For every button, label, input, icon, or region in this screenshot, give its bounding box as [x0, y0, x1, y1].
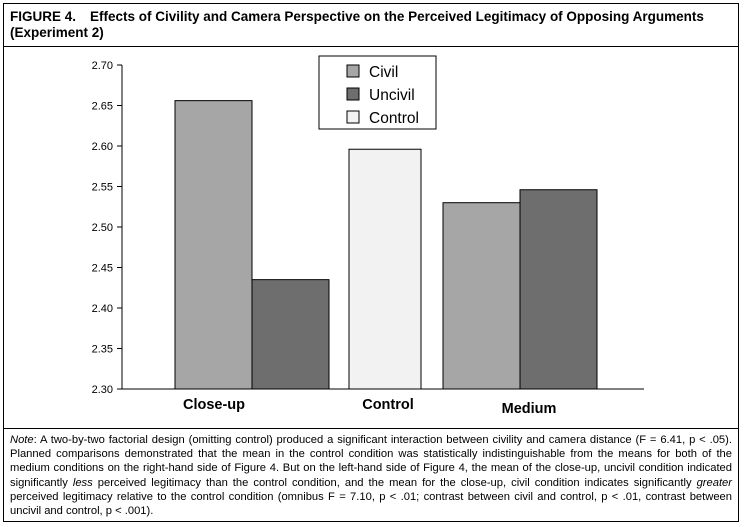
y-tick-label: 2.70	[92, 60, 113, 72]
note-text-2: perceived legitimacy than the control co…	[92, 476, 697, 489]
bar-medium-uncivil	[519, 189, 598, 390]
y-tick-label: 2.40	[92, 303, 113, 315]
bar-close-up-uncivil	[251, 279, 330, 390]
note-emphasis-less: less	[72, 476, 93, 489]
note-emphasis-greater: greater	[696, 476, 733, 489]
figure-frame	[3, 3, 739, 522]
legend-swatch-civil	[346, 64, 360, 78]
figure-note: Note: A two-by-two factorial design (omi…	[10, 433, 732, 518]
bar-chart: 2.30 2.35 2.40 2.45 2.50 2.55 2.60 2.65 2.70 Clo…	[92, 55, 644, 417]
y-tick-label: 2.50	[92, 222, 113, 234]
legend-swatch-uncivil	[346, 87, 360, 101]
legend-box	[318, 55, 437, 130]
legend-swatch-control	[346, 110, 360, 124]
figure-title: FIGURE 4. Effects of Civility and Camera …	[10, 9, 730, 41]
y-axis: 2.30 2.35 2.40 2.45 2.50 2.55 2.60 2.65 2.70	[92, 60, 644, 396]
legend-label-control: Control	[369, 110, 419, 127]
y-tick-label: 2.55	[92, 182, 113, 194]
title-divider	[4, 46, 738, 47]
legend-label-uncivil: Uncivil	[369, 87, 415, 104]
y-tick-label: 2.35	[92, 344, 113, 356]
note-text-3: perceived legitimacy relative to the con…	[10, 490, 732, 518]
x-axis-labels: Close-up Control Medium	[183, 397, 556, 417]
y-tick-label: 2.60	[92, 141, 113, 153]
note-label: Note	[10, 434, 34, 446]
figure-number: FIGURE 4.	[10, 9, 77, 24]
figure-title-text: Effects of Civility and Camera Perspecti…	[10, 9, 704, 40]
x-category-label: Medium	[502, 401, 557, 417]
y-tick-label: 2.65	[92, 101, 113, 113]
legend-label-civil: Civil	[369, 64, 398, 81]
y-tick-label: 2.45	[92, 263, 113, 275]
bar-control-control	[348, 148, 422, 390]
legend: Civil Uncivil Control	[318, 55, 437, 130]
x-category-label: Control	[362, 397, 414, 413]
note-divider	[4, 428, 738, 429]
y-tick-label: 2.30	[92, 384, 113, 396]
bars	[174, 100, 598, 390]
note-text-1: : A two-by-two factorial design (omittin…	[10, 434, 732, 489]
x-category-label: Close-up	[183, 397, 245, 413]
bar-medium-civil	[442, 202, 521, 390]
bar-close-up-civil	[174, 100, 253, 390]
